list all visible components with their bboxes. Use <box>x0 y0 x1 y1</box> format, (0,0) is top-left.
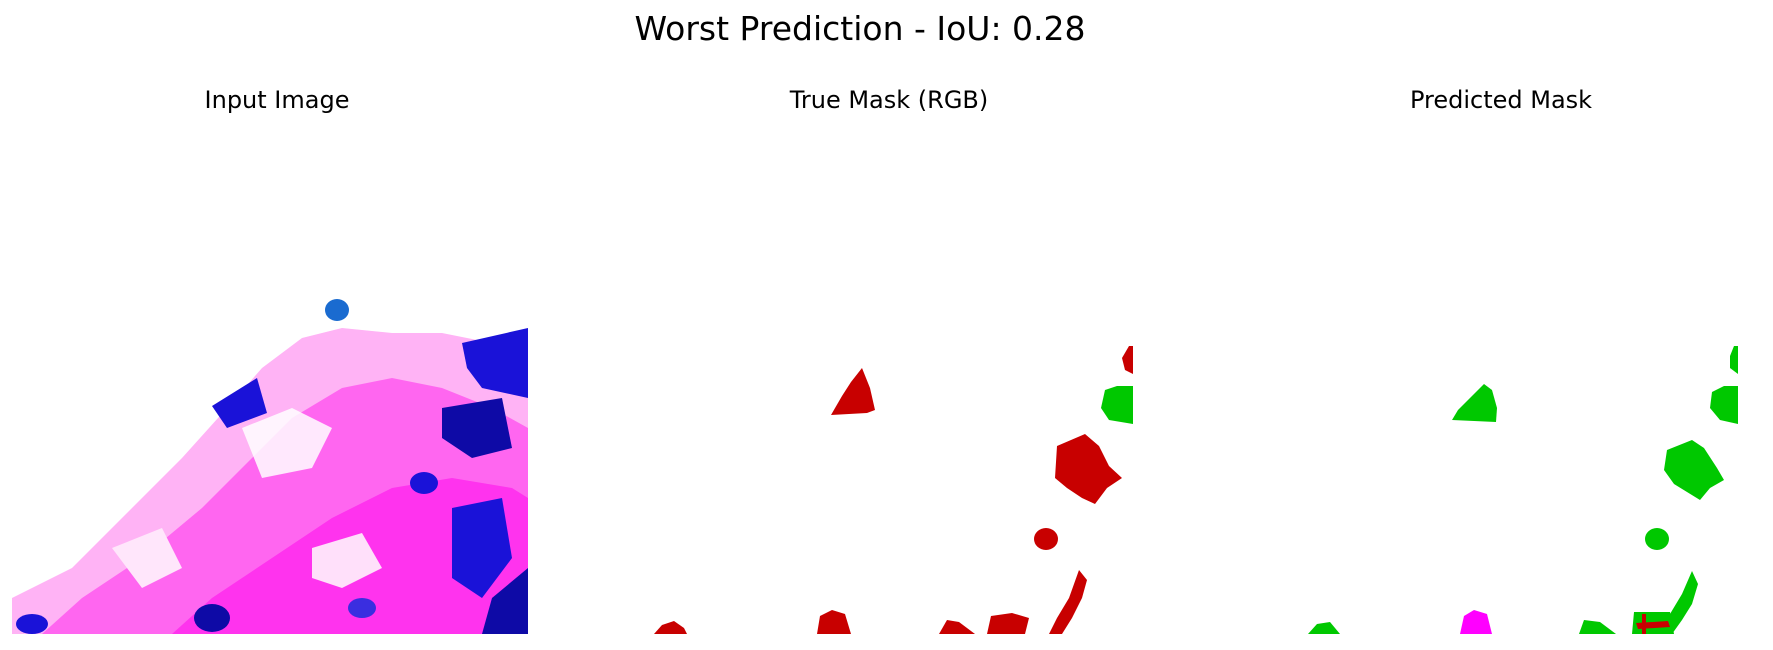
true-mask-region <box>1122 346 1133 374</box>
nucleus <box>442 398 512 458</box>
nucleus <box>452 498 512 598</box>
true-mask <box>654 346 1133 634</box>
predicted-mask <box>1308 346 1738 634</box>
tissue-gap <box>242 408 332 478</box>
predicted-mask-region <box>1710 386 1738 424</box>
input-image-title: Input Image <box>204 86 350 114</box>
predicted-mask-region <box>1452 384 1497 422</box>
input-image-panel <box>12 128 528 634</box>
predicted-mask-region <box>1308 622 1340 634</box>
input-image <box>12 299 528 634</box>
nucleus <box>194 604 230 632</box>
tissue-gap <box>112 528 182 588</box>
predicted-mask-region <box>1730 346 1738 374</box>
predicted-mask-region <box>1642 614 1646 634</box>
nucleus <box>482 568 528 634</box>
predicted-mask-region <box>1579 620 1616 634</box>
true-mask-region <box>817 610 851 634</box>
nucleus <box>16 614 48 634</box>
true-mask-region <box>1049 570 1087 634</box>
tissue-gap <box>312 533 382 588</box>
true-mask-region <box>1055 434 1122 504</box>
nucleus <box>462 328 528 398</box>
predicted-mask-region <box>1645 528 1669 550</box>
figure-title: Worst Prediction - IoU: 0.28 <box>634 9 1086 48</box>
true-mask-region <box>831 368 875 415</box>
predicted-mask-region <box>1460 610 1492 634</box>
true-mask-title: True Mask (RGB) <box>789 86 989 114</box>
true-mask-panel <box>617 128 1133 634</box>
true-mask-region <box>654 621 687 634</box>
true-mask-region <box>1034 528 1058 550</box>
true-mask-region <box>1101 386 1133 424</box>
predicted-mask-title: Predicted Mask <box>1409 86 1593 114</box>
nucleus <box>410 472 438 494</box>
true-mask-region <box>939 620 975 634</box>
predicted-mask-region <box>1664 440 1724 500</box>
true-mask-region <box>987 613 1029 634</box>
nucleus <box>348 598 376 618</box>
nucleus <box>325 299 349 321</box>
nucleus <box>212 378 267 428</box>
predicted-mask-panel <box>1222 128 1738 634</box>
